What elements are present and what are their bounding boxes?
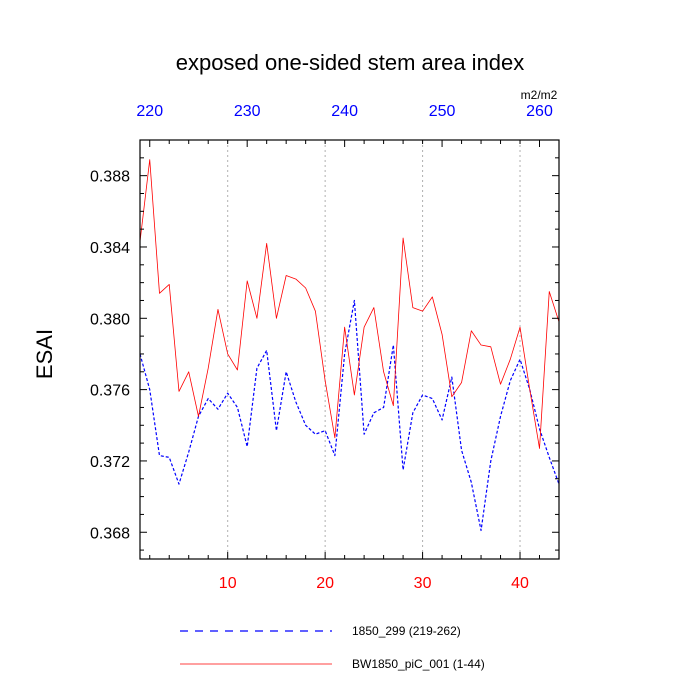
y-tick-label: 0.388	[90, 169, 130, 186]
y-tick-label: 0.372	[90, 454, 130, 471]
axis-ticks: 0.368 0.372 0.376 0.380 0.384 0.388 10 20 30 40 22…	[90, 103, 560, 592]
grid-lines	[227, 140, 521, 559]
y-tick-label: 0.380	[90, 311, 130, 328]
y-axis-label: ESAI	[32, 329, 57, 379]
x-tick-label: 40	[511, 575, 529, 592]
series-line-1	[139, 299, 560, 532]
legend-label-1: 1850_299 (219-262)	[352, 624, 461, 638]
units-label: m2/m2	[521, 88, 558, 102]
y-tick-label: 0.376	[90, 383, 130, 400]
chart-title: exposed one-sided stem area index	[176, 50, 525, 75]
x2-tick-label: 250	[429, 103, 456, 120]
x2-tick-label: 260	[526, 103, 553, 120]
legend: 1850_299 (219-262) BW1850_piC_001 (1-44)	[180, 624, 485, 671]
series-line-2	[139, 159, 560, 449]
plot-frame	[139, 139, 560, 560]
series-layer	[139, 159, 560, 532]
legend-label-2: BW1850_piC_001 (1-44)	[352, 657, 485, 671]
x2-tick-label: 230	[234, 103, 261, 120]
x-tick-label: 20	[316, 575, 334, 592]
x2-tick-label: 240	[331, 103, 358, 120]
y-tick-label: 0.368	[90, 525, 130, 542]
x-tick-label: 30	[414, 575, 432, 592]
x-tick-label: 10	[219, 575, 237, 592]
y-tick-label: 0.384	[90, 240, 130, 257]
x2-tick-label: 220	[136, 103, 163, 120]
